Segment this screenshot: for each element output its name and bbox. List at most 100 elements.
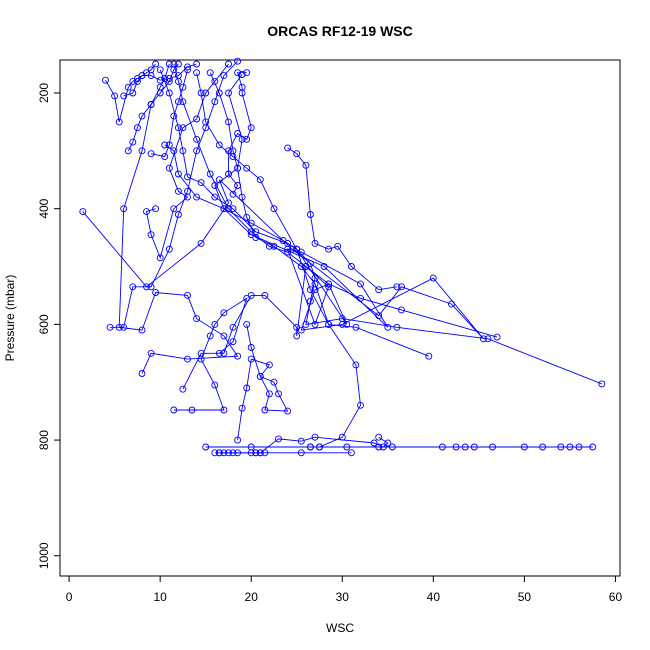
data-point — [225, 170, 232, 178]
series-18 — [143, 60, 232, 262]
data-point — [206, 170, 214, 178]
data-point — [147, 101, 155, 108]
series-9 — [234, 320, 292, 444]
series-line — [145, 63, 229, 260]
series-4 — [161, 141, 392, 393]
data-point — [325, 245, 333, 253]
data-point — [598, 380, 606, 388]
data-point — [320, 263, 328, 270]
y-tick-label: 1000 — [37, 542, 51, 569]
series-line — [219, 436, 389, 454]
data-point — [115, 118, 123, 126]
data-point — [193, 115, 201, 123]
data-point — [174, 72, 182, 80]
data-point — [193, 193, 201, 201]
data-point — [347, 263, 355, 270]
series-line — [237, 324, 289, 441]
data-point — [357, 294, 364, 302]
data-point — [238, 71, 246, 78]
data-point — [129, 138, 137, 146]
data-point — [247, 124, 255, 132]
data-point — [243, 164, 251, 172]
data-point — [293, 245, 301, 253]
data-point — [388, 443, 396, 451]
data-point — [302, 320, 310, 328]
data-point — [375, 286, 383, 294]
data-point — [234, 130, 242, 137]
data-point — [170, 66, 178, 74]
data-point — [425, 352, 433, 360]
data-point — [152, 289, 160, 296]
data-point — [265, 390, 273, 398]
data-point — [256, 176, 264, 184]
data-point — [306, 211, 314, 218]
series-line — [151, 69, 188, 158]
data-point — [174, 211, 182, 218]
data-point — [238, 193, 246, 201]
data-point — [293, 332, 301, 340]
data-point — [215, 176, 223, 184]
data-point — [179, 147, 187, 155]
data-point — [243, 294, 251, 302]
data-point — [384, 323, 392, 331]
data-point — [215, 141, 223, 149]
data-point — [261, 291, 269, 299]
data-point — [398, 306, 405, 314]
data-point — [138, 370, 146, 377]
data-point — [211, 320, 219, 328]
data-point — [589, 443, 597, 451]
data-point — [193, 135, 201, 143]
data-point — [165, 164, 173, 172]
data-point — [256, 372, 264, 380]
data-point — [265, 242, 273, 250]
series-line — [159, 69, 602, 385]
data-point — [234, 164, 242, 172]
series-line — [118, 63, 239, 374]
data-point — [302, 161, 310, 169]
data-point — [306, 286, 314, 294]
y-tick-label: 600 — [37, 314, 51, 334]
data-point — [229, 323, 237, 331]
data-point — [184, 291, 191, 299]
data-point — [152, 205, 160, 213]
series-line — [228, 72, 252, 195]
data-point — [220, 72, 228, 80]
data-point — [211, 77, 219, 85]
series-line — [110, 60, 238, 328]
data-point — [393, 323, 401, 331]
data-point — [220, 349, 228, 357]
data-point — [193, 315, 201, 323]
data-point — [102, 76, 109, 84]
data-point — [256, 449, 264, 457]
data-point — [225, 205, 232, 213]
data-point — [133, 124, 141, 132]
data-point — [220, 205, 228, 213]
data-point — [197, 355, 205, 363]
data-point — [261, 406, 269, 414]
x-tick-label: 0 — [66, 590, 73, 604]
data-point — [129, 283, 137, 291]
data-point — [229, 190, 237, 198]
data-point — [566, 443, 574, 451]
data-point — [174, 187, 182, 195]
data-point — [438, 443, 446, 451]
data-point — [184, 193, 191, 201]
data-point — [489, 443, 496, 451]
data-point — [352, 323, 360, 331]
series-line — [164, 144, 389, 390]
data-point — [325, 320, 333, 328]
data-point — [193, 69, 201, 77]
data-point — [243, 320, 251, 328]
series-line — [127, 63, 179, 152]
data-point — [174, 98, 182, 106]
data-point — [174, 124, 182, 132]
data-point — [179, 385, 187, 393]
data-point — [215, 89, 223, 97]
data-point — [165, 141, 173, 149]
data-point — [338, 315, 346, 323]
data-point — [179, 98, 187, 106]
data-point — [243, 69, 251, 77]
data-point — [429, 274, 437, 282]
series-line — [209, 72, 429, 357]
